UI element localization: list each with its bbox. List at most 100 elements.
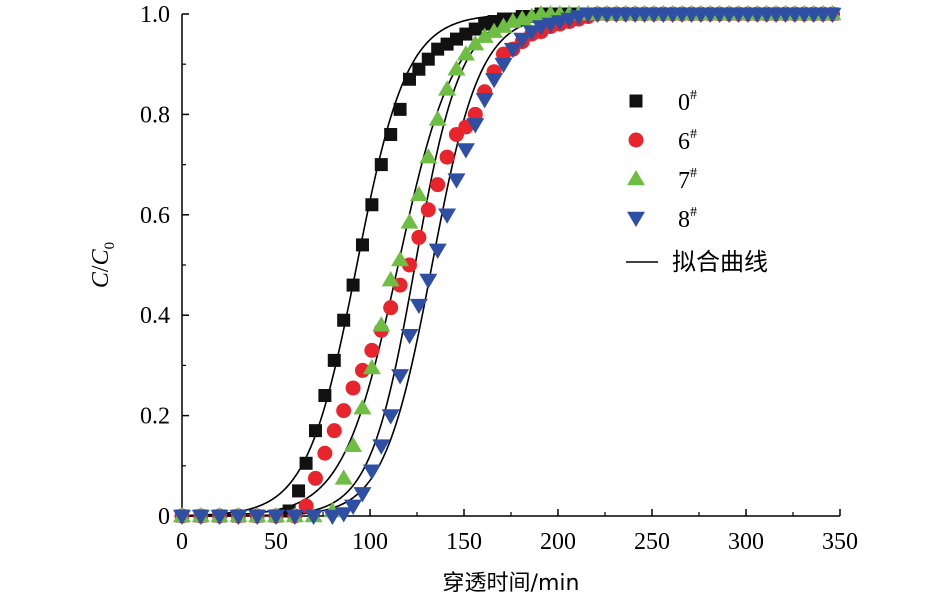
data-point-8 bbox=[229, 509, 248, 525]
legend: 0# 6# 7# 8# 拟合曲线 bbox=[626, 88, 768, 276]
data-point-8 bbox=[503, 42, 522, 59]
data-point-8 bbox=[344, 499, 363, 515]
data-point-8 bbox=[409, 298, 428, 315]
data-point-7 bbox=[353, 399, 372, 415]
data-point-8 bbox=[823, 7, 842, 23]
y-ticks: 0 0.2 0.4 0.6 0.8 1.0 bbox=[140, 2, 189, 530]
data-point-8 bbox=[400, 328, 419, 345]
legend-superscript: # bbox=[690, 127, 697, 142]
data-point-6 bbox=[307, 470, 323, 486]
data-point-8 bbox=[419, 273, 438, 290]
y-tick-label: 0.6 bbox=[140, 203, 170, 229]
data-point-6 bbox=[364, 342, 380, 358]
data-point-8 bbox=[173, 509, 191, 525]
data-point-7 bbox=[419, 148, 438, 164]
data-point-0 bbox=[355, 238, 369, 252]
data-point-0 bbox=[421, 52, 435, 66]
data-point-8 bbox=[191, 509, 210, 525]
data-point-0 bbox=[365, 198, 379, 212]
x-axis-label: 穿透时间/min bbox=[443, 571, 580, 596]
data-point-8 bbox=[494, 57, 513, 74]
y-tick-label: 1.0 bbox=[140, 2, 170, 28]
data-point-8 bbox=[485, 72, 504, 89]
data-point-8 bbox=[248, 509, 267, 525]
data-point-7 bbox=[428, 110, 447, 126]
data-point-0 bbox=[292, 484, 306, 498]
data-point-8 bbox=[522, 25, 541, 41]
data-point-8 bbox=[210, 509, 229, 525]
data-points bbox=[173, 5, 842, 525]
x-tick-label: 200 bbox=[540, 529, 576, 555]
data-point-0 bbox=[393, 102, 407, 116]
data-point-7 bbox=[381, 271, 400, 287]
data-point-8 bbox=[372, 439, 391, 455]
data-point-7 bbox=[466, 35, 485, 51]
data-point-7 bbox=[447, 60, 466, 76]
data-point-7 bbox=[334, 469, 353, 485]
data-point-6 bbox=[326, 423, 342, 439]
data-point-8 bbox=[513, 32, 532, 49]
plot-area: 0 50 100 150 200 250 300 350 0 0.2 0.4 0.6 0.8 1.0 bbox=[140, 2, 858, 555]
data-point-8 bbox=[438, 208, 457, 224]
legend-superscript: # bbox=[690, 166, 697, 181]
data-point-0 bbox=[374, 158, 388, 172]
data-point-8 bbox=[381, 409, 400, 425]
data-point-6 bbox=[336, 403, 352, 419]
data-point-0 bbox=[308, 424, 322, 438]
legend-marker-8 bbox=[627, 211, 645, 227]
data-point-7 bbox=[344, 436, 363, 453]
x-ticks: 0 50 100 150 200 250 300 350 bbox=[176, 509, 858, 555]
legend-marker-6 bbox=[628, 132, 644, 148]
x-tick-label: 0 bbox=[176, 529, 188, 555]
data-point-8 bbox=[323, 509, 342, 525]
legend-marker-0 bbox=[629, 94, 643, 108]
y-tick-label: 0.2 bbox=[140, 404, 170, 430]
data-point-0 bbox=[318, 389, 332, 403]
data-point-7 bbox=[475, 27, 494, 43]
legend-superscript: # bbox=[690, 205, 697, 220]
y-tick-label: 0.4 bbox=[140, 303, 170, 329]
data-point-8 bbox=[304, 509, 323, 525]
x-tick-label: 300 bbox=[728, 529, 764, 555]
data-point-0 bbox=[384, 127, 398, 141]
legend-label-7: 7# bbox=[678, 166, 697, 194]
data-point-8 bbox=[466, 118, 485, 134]
x-tick-label: 350 bbox=[822, 529, 858, 555]
data-point-7 bbox=[391, 250, 410, 267]
y-label-c: C bbox=[88, 271, 114, 288]
x-tick-label: 50 bbox=[264, 529, 288, 555]
series-8 bbox=[173, 7, 842, 525]
data-point-7 bbox=[494, 17, 513, 33]
x-tick-label: 250 bbox=[634, 529, 670, 555]
legend-superscript: # bbox=[690, 88, 697, 103]
data-point-8 bbox=[428, 243, 447, 259]
data-point-0 bbox=[327, 353, 341, 367]
legend-marker-7 bbox=[627, 170, 645, 186]
data-point-7 bbox=[362, 358, 381, 375]
data-point-0 bbox=[412, 62, 426, 76]
data-point-8 bbox=[285, 509, 304, 525]
data-point-8 bbox=[475, 93, 494, 109]
data-point-6 bbox=[345, 380, 361, 396]
legend-label-0: 0# bbox=[678, 88, 697, 116]
data-point-7 bbox=[400, 213, 419, 229]
legend-label-8: 8# bbox=[678, 205, 697, 233]
y-label-c0: C bbox=[88, 248, 114, 265]
data-point-0 bbox=[402, 72, 416, 86]
data-point-8 bbox=[353, 487, 372, 503]
data-point-8 bbox=[391, 369, 410, 385]
data-point-6 bbox=[420, 202, 436, 218]
y-label-slash: / bbox=[88, 265, 114, 272]
data-point-6 bbox=[383, 300, 399, 316]
y-tick-label: 0 bbox=[158, 504, 170, 530]
data-point-8 bbox=[334, 507, 353, 523]
x-tick-label: 100 bbox=[352, 529, 388, 555]
data-point-8 bbox=[362, 464, 381, 480]
data-point-0 bbox=[299, 456, 313, 470]
y-tick-label: 0.8 bbox=[140, 102, 170, 128]
x-tick-label: 150 bbox=[446, 529, 482, 555]
data-point-0 bbox=[337, 313, 351, 327]
data-point-7 bbox=[409, 185, 428, 202]
data-point-0 bbox=[346, 278, 360, 292]
